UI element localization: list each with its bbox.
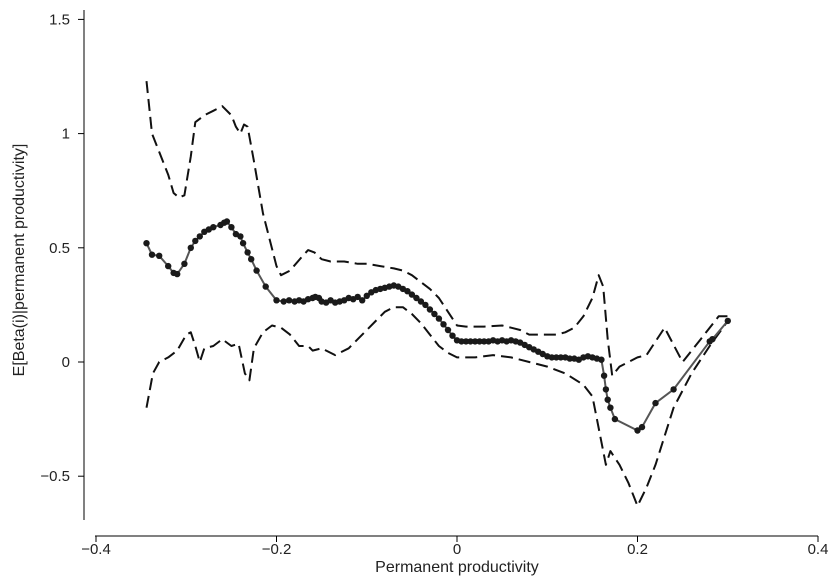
data-point [244,249,251,256]
data-point [228,224,235,231]
data-point [638,423,646,431]
data-point [471,338,479,345]
y-tick-label: 0.5 [49,240,70,257]
data-point [611,415,619,423]
data-point [598,356,605,363]
data-point [248,256,255,263]
data-point [724,317,731,325]
estimate-markers [143,218,731,434]
y-tick-label: −0.5 [40,468,70,485]
data-point [670,386,677,393]
data-point [602,386,610,393]
x-tick-label: 0.2 [627,541,648,558]
x-axis: −0.4 −0.2 0 0.2 0.4 [81,535,828,558]
data-point [174,270,181,278]
data-point [422,301,429,309]
upper-confidence-band [145,80,728,377]
data-point [408,291,416,298]
data-point [467,338,474,345]
data-point [253,267,260,274]
data-point [476,338,483,345]
data-point [143,240,150,247]
data-point [444,326,452,334]
data-point [237,233,244,240]
estimate-line [145,220,729,432]
y-axis: −0.5 0 0.5 1 1.5 [40,10,85,520]
data-point [480,338,488,345]
data-point [210,224,217,231]
data-point [165,262,172,270]
x-axis-ticks: −0.4 −0.2 0 0.2 0.4 [81,536,828,558]
data-point [148,251,156,258]
data-point [156,252,163,259]
data-point [440,321,447,328]
data-point [426,306,434,313]
data-point [239,240,247,247]
y-axis-ticks: −0.5 0 0.5 1 1.5 [40,11,84,485]
data-point [600,372,608,379]
data-point [196,233,203,240]
data-point [607,404,614,411]
data-point [404,288,411,295]
data-point [462,338,470,345]
x-axis-title: Permanent productivity [375,559,539,576]
data-point [652,399,659,407]
data-point [417,298,425,305]
data-point [262,283,269,290]
data-point [363,292,370,299]
series-layer [143,80,731,507]
x-tick-label: −0.2 [262,541,292,558]
data-point [604,396,611,403]
data-point [354,293,361,301]
data-point [458,338,465,345]
data-point [435,315,443,322]
data-point [192,237,199,245]
data-point [449,332,456,339]
y-tick-label: 1.5 [49,11,70,28]
x-tick-label: 0.4 [808,541,829,558]
data-point [187,244,194,251]
y-tick-label: 0 [62,354,70,371]
data-point [285,297,293,304]
lower-confidence-band [145,306,729,507]
data-point [413,294,420,302]
data-point [548,354,555,361]
data-point [566,355,573,362]
data-point [223,218,231,225]
data-point [553,354,560,361]
x-tick-label: 0 [453,541,461,558]
data-point [709,336,716,343]
x-tick-label: −0.4 [81,541,111,558]
data-point [431,310,438,318]
data-point [273,297,280,304]
data-point [557,354,564,361]
data-point [181,260,188,267]
data-point [280,298,287,305]
data-point [634,427,641,434]
data-point [359,297,366,304]
y-tick-label: 1 [62,126,70,143]
y-axis-title: E[Beta(i)|permanent productivity] [11,144,28,377]
